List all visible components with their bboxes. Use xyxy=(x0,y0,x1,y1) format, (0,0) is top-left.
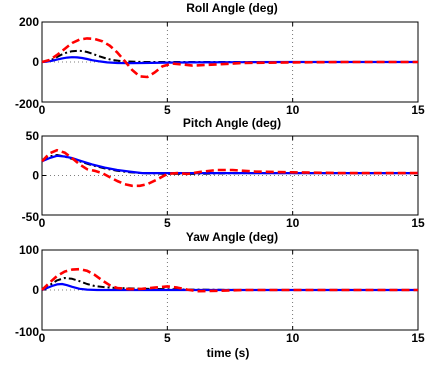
x-tick-label: 15 xyxy=(411,103,425,117)
series-line-3 xyxy=(41,37,418,79)
x-tick-label: 0 xyxy=(39,331,46,345)
y-tick-label: 100 xyxy=(19,243,39,257)
y-tick-label: -100 xyxy=(15,325,39,339)
y-tick-label: 0 xyxy=(32,55,39,69)
subplot-title: Roll Angle (deg) xyxy=(186,1,278,15)
x-tick-label: 5 xyxy=(164,331,171,345)
y-tick-label: 0 xyxy=(32,283,39,297)
subplot-title: Pitch Angle (deg) xyxy=(183,116,281,130)
x-tick-label: 15 xyxy=(411,331,425,345)
x-tick-label: 5 xyxy=(164,216,171,230)
series-line-3 xyxy=(41,148,418,188)
y-tick-label: -50 xyxy=(22,210,40,224)
series-line-3 xyxy=(41,267,418,293)
y-tick-label: 50 xyxy=(26,129,40,143)
series-line-2 xyxy=(41,154,418,175)
subplot-title: Yaw Angle (deg) xyxy=(186,230,278,244)
x-tick-label: 5 xyxy=(164,103,171,117)
x-tick-label: 10 xyxy=(286,103,300,117)
y-tick-label: 0 xyxy=(32,169,39,183)
x-tick-label: 15 xyxy=(411,216,425,230)
x-tick-label: 10 xyxy=(286,331,300,345)
x-tick-label: 0 xyxy=(39,103,46,117)
y-tick-label: -200 xyxy=(15,97,39,111)
y-tick-label: 200 xyxy=(19,15,39,29)
series-line-2 xyxy=(41,56,418,65)
x-axis-label: time (s) xyxy=(207,346,250,360)
x-tick-label: 10 xyxy=(286,216,300,230)
x-tick-label: 0 xyxy=(39,216,46,230)
